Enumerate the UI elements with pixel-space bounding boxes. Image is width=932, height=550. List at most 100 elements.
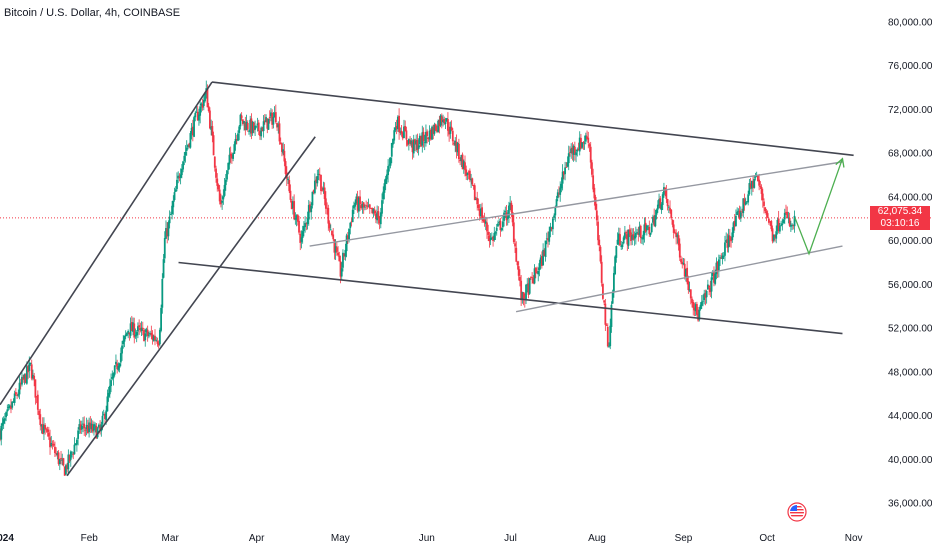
candle-body xyxy=(69,451,72,460)
candle-body xyxy=(392,138,394,145)
candle-body xyxy=(460,154,463,162)
candle-body xyxy=(255,125,258,127)
candle-body xyxy=(677,235,680,246)
candle-body xyxy=(415,140,418,145)
candle-body xyxy=(603,300,606,303)
lower-support-line[interactable] xyxy=(178,261,843,335)
candle-body xyxy=(0,425,3,440)
time-axis[interactable]: 2024 Feb Mar Apr May Jun Jul Aug Sep Oct Nov xyxy=(0,533,863,544)
candle-body xyxy=(655,209,658,215)
candle-body xyxy=(721,255,724,260)
candle-body xyxy=(383,183,386,193)
candle-body xyxy=(431,126,433,140)
candle-body xyxy=(464,162,466,171)
time-tick-label: Oct xyxy=(759,533,775,544)
candle-body xyxy=(88,422,90,433)
candle-body xyxy=(178,176,181,179)
candle-body xyxy=(416,139,419,150)
candle-body xyxy=(256,123,259,126)
candle-body xyxy=(471,178,474,185)
candle-body xyxy=(731,232,734,241)
candle-body xyxy=(288,180,291,192)
inner-channel-lower[interactable] xyxy=(515,245,843,313)
candle-body xyxy=(27,366,29,373)
candle-body xyxy=(575,152,577,156)
candle-body xyxy=(141,327,144,329)
candle-body xyxy=(572,145,575,155)
candle-body xyxy=(163,238,166,259)
candle-body xyxy=(573,146,576,154)
candle-body xyxy=(165,228,167,239)
candle-body xyxy=(704,293,707,298)
candle-body xyxy=(404,126,407,132)
candle-body xyxy=(195,112,198,113)
candle-body xyxy=(266,118,269,129)
candle-body xyxy=(99,426,101,430)
candle-body xyxy=(349,222,352,229)
price-axis[interactable]: 36,000.00 40,000.00 44,000.00 48,000.00 52,0… xyxy=(888,17,932,509)
candle-body xyxy=(65,465,67,475)
candle-body xyxy=(82,423,84,425)
candle-body xyxy=(43,424,45,433)
candle-body xyxy=(691,298,693,303)
candle-body xyxy=(510,202,513,212)
candle-body xyxy=(648,226,651,234)
candle-body xyxy=(72,453,75,455)
candle-body xyxy=(680,259,682,263)
candle-body xyxy=(25,366,28,384)
candle-body xyxy=(561,171,564,184)
candle-body xyxy=(263,120,266,122)
candle-body xyxy=(582,142,585,144)
candle-body xyxy=(622,237,625,244)
us-flag-icon[interactable] xyxy=(787,502,807,522)
projection-arrow[interactable] xyxy=(794,158,844,256)
candle-body xyxy=(772,234,775,241)
candle-body xyxy=(619,234,621,246)
candle-body xyxy=(194,112,197,118)
candle-body xyxy=(223,184,226,196)
drawings[interactable] xyxy=(0,81,854,477)
time-tick-label: May xyxy=(331,533,350,544)
candle-body xyxy=(576,149,579,152)
candle-body xyxy=(133,323,136,338)
candle-body xyxy=(445,118,448,122)
inner-channel-upper[interactable] xyxy=(309,161,843,247)
candle-body xyxy=(168,216,171,224)
candle-body xyxy=(240,115,243,119)
candle-body xyxy=(56,453,59,456)
candle-body xyxy=(200,103,203,106)
candle-body xyxy=(86,425,89,434)
candle-body xyxy=(251,121,254,133)
upper-resistance-line[interactable] xyxy=(211,81,854,157)
candle-body xyxy=(724,242,726,256)
candle-body xyxy=(362,202,365,208)
candle-body xyxy=(499,220,502,231)
rally-channel-lower[interactable] xyxy=(66,136,316,477)
candle-body xyxy=(743,198,746,205)
rally-channel-upper[interactable] xyxy=(0,81,213,406)
candle-body xyxy=(101,415,104,425)
candle-body xyxy=(664,188,667,190)
candle-body xyxy=(630,232,632,242)
candle-body xyxy=(6,409,9,412)
candle-body xyxy=(224,179,227,186)
candle-body xyxy=(357,197,360,212)
candle-body xyxy=(97,424,100,428)
chart-title: Bitcoin / U.S. Dollar, 4h, COINBASE xyxy=(4,7,181,19)
candle-body xyxy=(302,226,305,232)
candle-body xyxy=(110,380,112,387)
candle-body xyxy=(633,235,636,239)
candle-body xyxy=(281,143,283,152)
candle-body xyxy=(161,278,164,308)
last-price-tag: 62,075.34 03:10:16 xyxy=(870,205,930,230)
candle-body xyxy=(595,210,598,221)
candle-body xyxy=(681,261,684,265)
candle-body xyxy=(475,199,477,200)
candle-body xyxy=(627,229,630,246)
candle-body xyxy=(407,139,410,144)
candle-body xyxy=(578,137,581,152)
candle-body xyxy=(30,364,33,379)
candle-body xyxy=(777,218,780,231)
candle-body xyxy=(428,130,431,140)
